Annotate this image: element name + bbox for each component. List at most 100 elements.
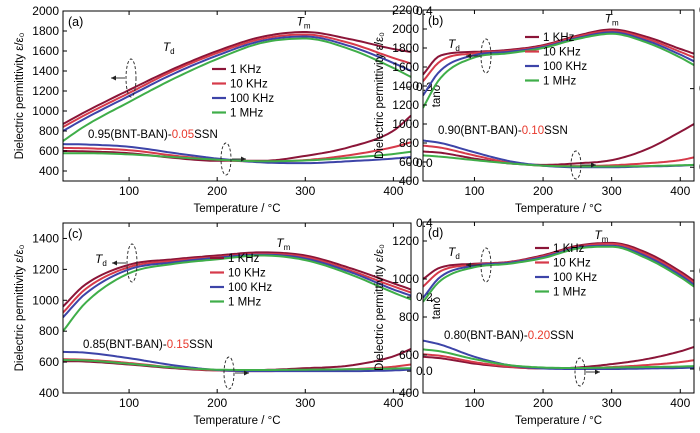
y-tick-label: 400 [39, 386, 59, 400]
x-tick-label: 200 [207, 184, 227, 198]
composition-label: 0.85(BNT-BAN)-0.15SSN [83, 339, 213, 351]
legend-item-label: 1 MHz [230, 108, 263, 120]
y-tick-label: 1800 [392, 41, 419, 55]
x-tick-label: 400 [670, 396, 690, 410]
annotation-subscript: d [102, 259, 106, 268]
annotation-subscript: d [170, 47, 174, 56]
x-tick-label: 200 [533, 184, 553, 198]
plot-frame [422, 221, 695, 394]
permittivity-line-100khz [63, 35, 411, 132]
legend-item-label: 1 MHz [228, 297, 261, 309]
x-tick-label: 300 [295, 396, 315, 410]
tan-axis-marker [220, 142, 232, 176]
y-tick-label: 1200 [32, 84, 59, 98]
y-tick-label: 1600 [32, 44, 59, 58]
y-tick-label: 1400 [392, 79, 419, 93]
permittivity-axis-marker [126, 243, 138, 283]
x-axis-label: Temperature / °C [515, 415, 602, 427]
permittivity-line-10khz [63, 33, 411, 128]
panel-label: (b) [428, 14, 443, 28]
legend-item-label: 10 KHz [543, 47, 581, 59]
composition-fraction: 0.05 [172, 129, 194, 141]
tan-axis-marker [223, 356, 235, 390]
y2-tick-label: 0.0 [416, 156, 433, 170]
composition-label: 0.90(BNT-BAN)-0.10SSN [438, 125, 568, 137]
tan-delta-line-1mhz [423, 154, 694, 168]
y-tick-label: 1000 [32, 293, 59, 307]
y-tick-label: 1000 [392, 117, 419, 131]
composition-label: 0.95(BNT-BAN)-0.05SSN [88, 129, 218, 141]
permittivity-line-10khz [423, 29, 694, 82]
y-axis-label: Dielectric permittivity ε/ε₀ [14, 32, 26, 159]
y-tick-label: 800 [39, 124, 59, 138]
tm-annotation: Tm [276, 236, 290, 252]
x-tick-label: 100 [464, 396, 484, 410]
composition-fraction: 0.10 [522, 125, 544, 137]
x-axis-label: Temperature / °C [515, 203, 602, 215]
y-tick-label: 800 [399, 310, 419, 324]
y-tick-label: 600 [39, 144, 59, 158]
legend-item-label: 1 KHz [543, 32, 575, 44]
x-tick-label: 200 [533, 396, 553, 410]
panel-label: (a) [68, 15, 83, 29]
y-tick-label: 1400 [32, 64, 59, 78]
y-tick-label: 1200 [392, 98, 419, 112]
legend-item-label: 10 KHz [228, 268, 266, 280]
permittivity-line-100khz [63, 253, 411, 318]
y-tick-label: 800 [39, 324, 59, 338]
annotation-symbol: T [448, 37, 457, 51]
tm-annotation: Tm [605, 11, 619, 27]
annotation-symbol: T [594, 228, 603, 242]
y-tick-label: 1200 [32, 262, 59, 276]
legend-item-label: 1 MHz [543, 76, 576, 88]
x-tick-label: 400 [383, 184, 403, 198]
y-axis-label: Dielectric permittivity ε/ε₀ [374, 32, 386, 159]
plot-frame [422, 9, 695, 182]
composition-prefix: 0.85(BNT-BAN)- [83, 339, 167, 351]
panel-2: 100 200 300 4004006008001000120014001600180… [374, 3, 700, 215]
legend-item-label: 1 KHz [228, 253, 260, 265]
annotation-symbol: T [448, 245, 457, 259]
panel-3: 100 200 300 4004006008001000120014000.00.20… [14, 216, 443, 427]
x-tick-label: 400 [383, 396, 403, 410]
plot-frame [62, 222, 412, 394]
tan-delta-line-1mhz [423, 348, 694, 369]
axis-arrow-head [466, 262, 471, 268]
y-axis-label: Dielectric permittivity ε/ε₀ [14, 244, 26, 371]
legend-item-label: 100 KHz [228, 282, 272, 294]
y-tick-label: 600 [39, 355, 59, 369]
annotation-subscript: m [304, 22, 311, 31]
x-tick-label: 300 [602, 184, 622, 198]
annotation-symbol: T [297, 15, 306, 29]
x-tick-label: 100 [119, 184, 139, 198]
composition-label: 0.80(BNT-BAN)-0.20SSN [444, 330, 574, 342]
annotation-subscript: m [284, 243, 291, 252]
y2-tick-label: 0.2 [416, 80, 433, 94]
tm-annotation: Tm [594, 228, 608, 244]
tan-delta-line-1mhz [63, 150, 411, 163]
td-annotation: Td [448, 37, 460, 53]
legend-item-label: 100 KHz [553, 272, 597, 284]
composition-suffix: SSN [189, 339, 213, 351]
y2-tick-label: 0.0 [416, 364, 433, 378]
annotation-subscript: m [602, 235, 609, 244]
legend-item-label: 100 KHz [543, 61, 587, 73]
composition-suffix: SSN [544, 125, 568, 137]
y-tick-label: 400 [399, 174, 419, 188]
y-tick-label: 400 [39, 164, 59, 178]
plot-frame [62, 10, 412, 182]
tan-axis-marker [574, 357, 586, 387]
axis-arrow-head [466, 53, 471, 59]
y2-axis-label: tanδ [431, 85, 443, 107]
composition-prefix: 0.90(BNT-BAN)- [438, 125, 522, 137]
x-tick-label: 100 [119, 396, 139, 410]
axis-arrow-head [241, 156, 246, 162]
y-tick-label: 600 [399, 348, 419, 362]
curves [63, 31, 411, 165]
legend-item-label: 100 KHz [230, 93, 274, 105]
y-tick-label: 2200 [392, 3, 419, 17]
axis-arrow-head [591, 162, 596, 168]
permittivity-line-1khz [63, 31, 411, 125]
legend-item-label: 1 KHz [230, 64, 262, 76]
